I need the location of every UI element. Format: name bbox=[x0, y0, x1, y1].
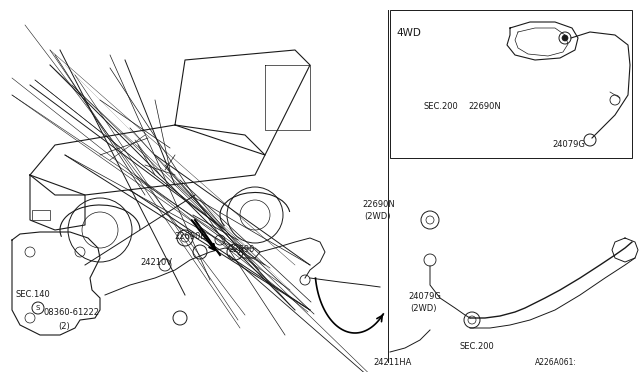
Text: 24211HA: 24211HA bbox=[373, 358, 412, 367]
Text: A226A061:: A226A061: bbox=[535, 358, 577, 367]
Text: SEC.140: SEC.140 bbox=[16, 290, 51, 299]
Text: (2WD): (2WD) bbox=[364, 212, 390, 221]
Text: SEC.200: SEC.200 bbox=[424, 102, 459, 111]
Text: S: S bbox=[36, 305, 40, 311]
Text: (2WD): (2WD) bbox=[410, 304, 436, 313]
Text: 24210V: 24210V bbox=[140, 258, 172, 267]
Text: 24079G: 24079G bbox=[408, 292, 441, 301]
Circle shape bbox=[562, 35, 568, 41]
Text: 24079G: 24079G bbox=[552, 140, 585, 149]
Text: SEC.200: SEC.200 bbox=[460, 342, 495, 351]
Text: 4WD: 4WD bbox=[396, 28, 421, 38]
Text: 22690N: 22690N bbox=[468, 102, 500, 111]
Bar bbox=[32, 210, 50, 220]
Text: (2): (2) bbox=[58, 322, 70, 331]
Bar bbox=[390, 10, 632, 158]
Text: 22690: 22690 bbox=[228, 245, 254, 254]
Text: 22690B: 22690B bbox=[174, 232, 206, 241]
Text: 22690N: 22690N bbox=[362, 200, 395, 209]
Text: 08360-61222: 08360-61222 bbox=[44, 308, 100, 317]
